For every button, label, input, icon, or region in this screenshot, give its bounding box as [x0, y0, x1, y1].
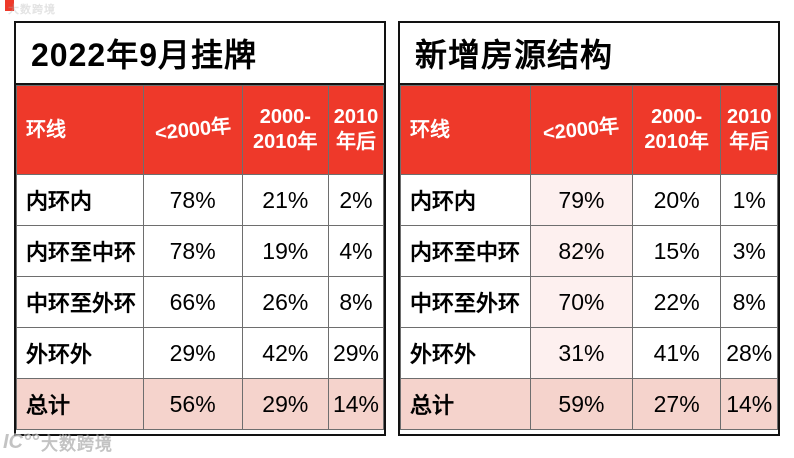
cell-value: 31%	[530, 327, 633, 379]
table-title: 新增房源结构	[400, 23, 778, 85]
new-supply-table: 环线 <2000年 2000-2010年 2010年后 内环内 79% 20% …	[399, 85, 778, 430]
column-header-post2010: 2010年后	[720, 85, 778, 175]
cell-value: 21%	[241, 174, 329, 226]
listings-table: 环线 <2000年 2000-2010年 2010年后 内环内 78% 21% …	[16, 85, 385, 430]
red-corner-mark	[5, 0, 14, 11]
header-row: 环线 <2000年 2000-2010年 2010年后	[399, 85, 778, 175]
table-row: 内环至中环 82% 15% 3%	[399, 225, 778, 277]
table-row: 内环至中环 78% 19% 4%	[16, 225, 385, 277]
table-row: 中环至外环 70% 22% 8%	[399, 276, 778, 328]
row-label: 内环内	[16, 174, 144, 226]
table-row: 内环内 78% 21% 2%	[16, 174, 385, 226]
cell-value: 4%	[327, 225, 385, 277]
column-header-2000-2010: 2000-2010年	[631, 85, 722, 175]
cell-value: 22%	[631, 276, 722, 328]
cell-value: 29%	[241, 378, 329, 430]
table-card-new-supply: 新增房源结构 环线 <2000年 2000-2010年 2010年后 内环内 7…	[398, 21, 780, 436]
cell-value: 29%	[327, 327, 385, 379]
table-row: 内环内 79% 20% 1%	[399, 174, 778, 226]
table-card-listings: 2022年9月挂牌 环线 <2000年 2000-2010年 2010年后 内环…	[14, 21, 386, 436]
row-label: 中环至外环	[399, 276, 532, 328]
cell-value: 1%	[720, 174, 778, 226]
table-row: 中环至外环 66% 26% 8%	[16, 276, 385, 328]
cell-value: 20%	[631, 174, 722, 226]
cell-value: 66%	[142, 276, 243, 328]
cell-value: 14%	[720, 378, 778, 430]
cell-value: 29%	[142, 327, 243, 379]
cell-value: 79%	[530, 174, 633, 226]
cell-value: 78%	[142, 174, 243, 226]
cell-value: 26%	[241, 276, 329, 328]
row-label: 中环至外环	[16, 276, 144, 328]
cell-value: 3%	[720, 225, 778, 277]
table-row: 外环外 29% 42% 29%	[16, 327, 385, 379]
watermark-top: 大数跨境	[8, 4, 56, 16]
cell-value: 27%	[631, 378, 722, 430]
cell-value: 41%	[631, 327, 722, 379]
cell-value: 59%	[530, 378, 633, 430]
cell-value: 8%	[720, 276, 778, 328]
column-header-2000-2010: 2000-2010年	[241, 85, 329, 175]
cell-value: 14%	[327, 378, 385, 430]
column-header-pre2000: <2000年	[142, 85, 243, 175]
column-header-post2010: 2010年后	[327, 85, 385, 175]
cell-value: 19%	[241, 225, 329, 277]
cell-value: 70%	[530, 276, 633, 328]
cell-value: 82%	[530, 225, 633, 277]
cell-value: 8%	[327, 276, 385, 328]
column-header-ring: 环线	[399, 85, 532, 175]
cell-value: 56%	[142, 378, 243, 430]
header-row: 环线 <2000年 2000-2010年 2010年后	[16, 85, 385, 175]
cell-value: 28%	[720, 327, 778, 379]
row-label: 总计	[399, 378, 532, 430]
row-label: 外环外	[399, 327, 532, 379]
row-label: 内环至中环	[16, 225, 144, 277]
total-row: 总计 59% 27% 14%	[399, 378, 778, 430]
column-header-pre2000: <2000年	[530, 85, 633, 175]
cell-value: 15%	[631, 225, 722, 277]
table-row: 外环外 31% 41% 28%	[399, 327, 778, 379]
cell-value: 78%	[142, 225, 243, 277]
column-header-ring: 环线	[16, 85, 144, 175]
total-row: 总计 56% 29% 14%	[16, 378, 385, 430]
column-header-pre2000-label: <2000年	[153, 114, 232, 145]
column-header-pre2000-label: <2000年	[542, 114, 621, 145]
cell-value: 2%	[327, 174, 385, 226]
row-label: 外环外	[16, 327, 144, 379]
cell-value: 42%	[241, 327, 329, 379]
row-label: 内环内	[399, 174, 532, 226]
row-label: 内环至中环	[399, 225, 532, 277]
table-title: 2022年9月挂牌	[16, 23, 384, 85]
row-label: 总计	[16, 378, 144, 430]
